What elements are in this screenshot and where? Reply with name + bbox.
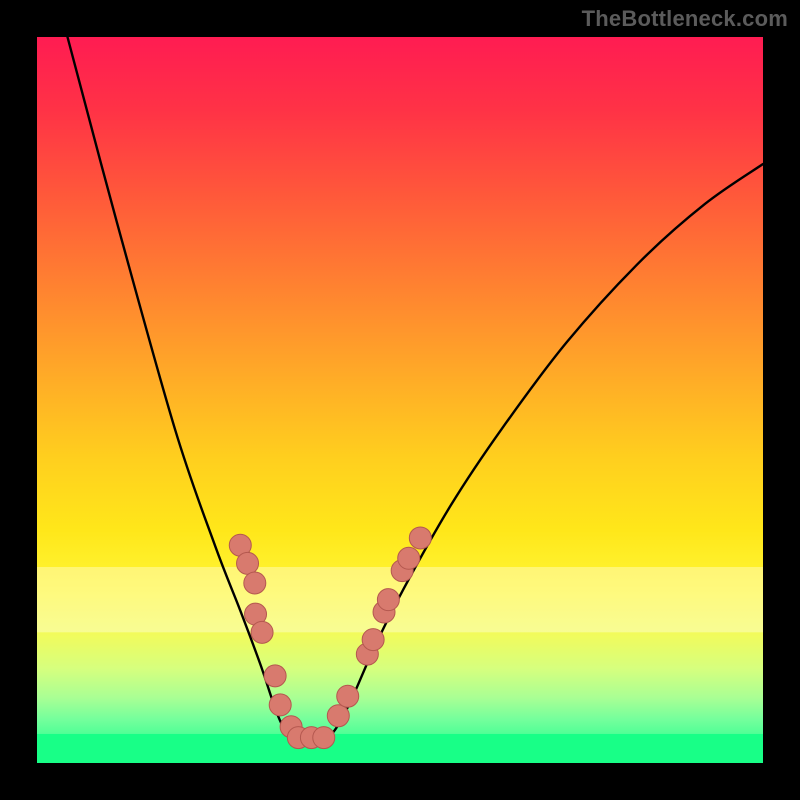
data-marker xyxy=(244,572,266,594)
data-marker xyxy=(409,527,431,549)
plot-gradient-background xyxy=(37,37,763,763)
data-marker xyxy=(337,685,359,707)
bottleneck-chart xyxy=(0,0,800,800)
data-marker xyxy=(362,629,384,651)
data-marker xyxy=(327,705,349,727)
data-marker xyxy=(237,552,259,574)
data-marker xyxy=(264,665,286,687)
data-marker xyxy=(398,547,420,569)
data-marker xyxy=(269,694,291,716)
data-marker xyxy=(251,621,273,643)
data-marker xyxy=(377,589,399,611)
data-marker xyxy=(313,727,335,749)
bottom-green-band xyxy=(37,734,763,763)
